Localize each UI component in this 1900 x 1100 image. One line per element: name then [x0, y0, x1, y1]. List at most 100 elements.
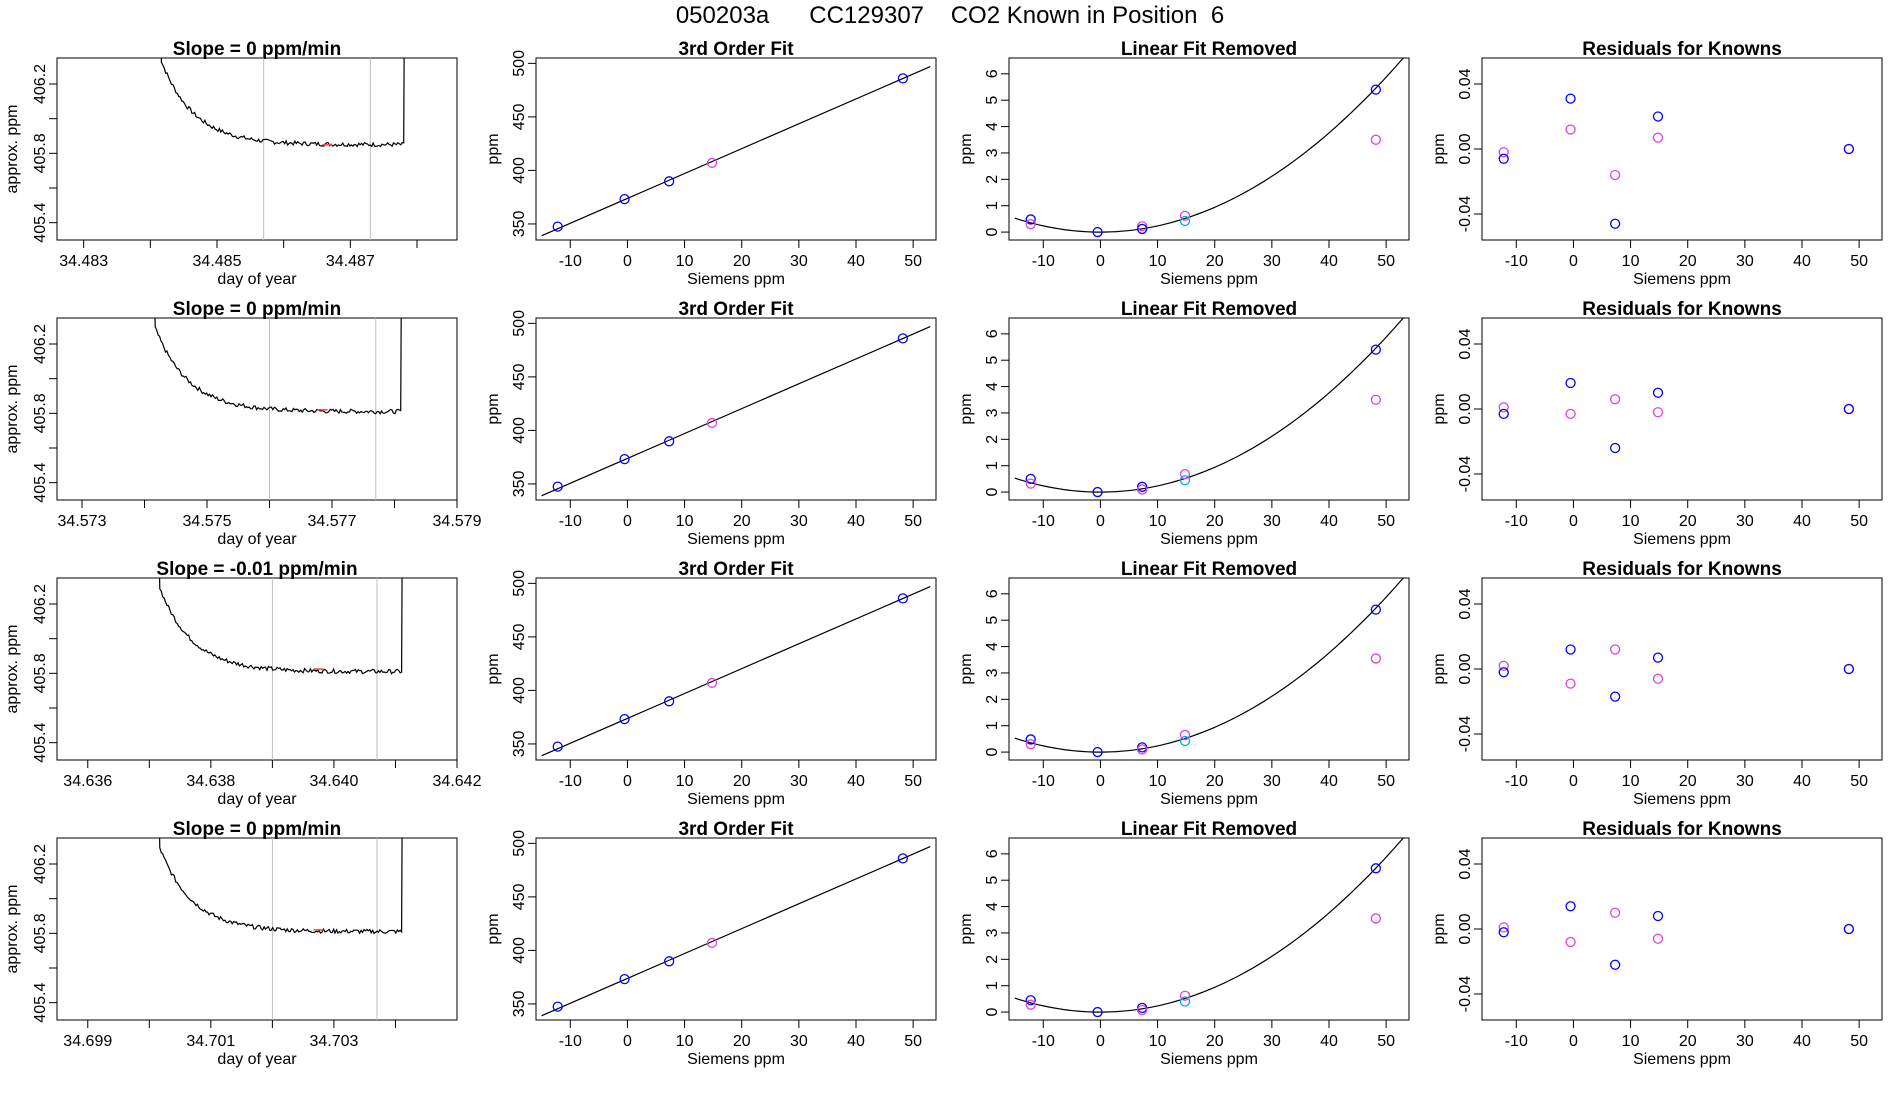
data-point — [1652, 132, 1664, 143]
plot-area — [1498, 901, 1855, 970]
data-point — [1498, 408, 1509, 420]
x-tick-label: 20 — [1679, 773, 1697, 790]
panel-residuals-row-2: Residuals for Knowns -10 0 10 20 30 40 50 -0.04 0… — [1431, 299, 1883, 548]
fit-line — [541, 66, 931, 237]
y-tick-label: 406.2 — [32, 64, 49, 104]
x-tick-label: 10 — [1149, 253, 1167, 270]
data-point — [1565, 678, 1576, 689]
x-axis-label: day of year — [217, 1051, 297, 1068]
x-tick-label: 40 — [847, 773, 865, 790]
y-tick-label: 4 — [984, 382, 1001, 391]
data-point — [1025, 734, 1036, 745]
plot-frame — [1481, 317, 1883, 501]
x-tick-label: 30 — [1263, 1033, 1281, 1050]
y-tick-label: 4 — [984, 642, 1001, 651]
y-tick-label: 500 — [511, 310, 528, 337]
x-tick-label: 34.577 — [308, 513, 357, 530]
x-tick-label: 34.642 — [433, 773, 482, 790]
fit-curve — [1014, 578, 1404, 753]
data-point — [1179, 990, 1191, 1001]
y-tick-label: 350 — [511, 210, 528, 237]
panel-title: Linear Fit Removed — [1121, 299, 1297, 320]
y-tick-label: 0.04 — [1457, 588, 1474, 619]
y-axis-label: ppm — [1431, 133, 1448, 164]
data-point — [663, 176, 675, 187]
data-point — [552, 221, 563, 232]
panel-title: Linear Fit Removed — [1121, 39, 1297, 60]
y-tick-label: 500 — [511, 50, 528, 77]
x-tick-label: 40 — [1793, 253, 1811, 270]
x-tick-label: 0 — [1096, 513, 1105, 530]
data-point — [1179, 215, 1191, 227]
panel-title: 3rd Order Fit — [678, 299, 794, 320]
x-axis-label: Siemens ppm — [687, 271, 785, 288]
y-axis-label: ppm — [485, 393, 502, 424]
y-tick-label: 0 — [984, 488, 1001, 497]
plot-frame — [1481, 577, 1883, 761]
data-point — [1609, 644, 1621, 655]
x-tick-label: 50 — [904, 253, 922, 270]
x-tick-label: 20 — [733, 1033, 751, 1050]
fit-line — [541, 586, 931, 757]
data-point — [1025, 219, 1036, 230]
y-axis-label: ppm — [485, 913, 502, 944]
x-tick-label: 0 — [623, 513, 632, 530]
panel-fit-row-2: 3rd Order Fit -10 0 10 20 30 40 50 350 400 450 500 S… — [485, 299, 937, 548]
plot-area — [1014, 318, 1404, 498]
x-tick-label: -10 — [559, 513, 582, 530]
x-tick-label: 10 — [676, 253, 694, 270]
y-tick-label: 1 — [984, 721, 1001, 730]
data-point — [706, 157, 718, 169]
y-tick-label: -0.04 — [1457, 196, 1474, 233]
x-tick-label: 30 — [1736, 1033, 1754, 1050]
x-tick-label: 10 — [1622, 513, 1640, 530]
y-tick-label: 0.00 — [1457, 913, 1474, 944]
y-tick-label: 405.8 — [32, 133, 49, 173]
x-tick-label: 34.573 — [58, 513, 107, 530]
plot-area — [159, 838, 403, 1020]
x-tick-label: 30 — [1736, 253, 1754, 270]
x-tick-label: 50 — [1850, 253, 1868, 270]
y-axis-label: ppm — [958, 393, 975, 424]
x-axis-label: Siemens ppm — [1160, 531, 1258, 548]
y-tick-label: 0.00 — [1457, 653, 1474, 684]
data-point — [897, 73, 909, 84]
data-point — [1609, 691, 1621, 702]
x-tick-label: 30 — [1263, 253, 1281, 270]
x-tick-label: 30 — [790, 513, 808, 530]
y-tick-label: 405.8 — [32, 393, 49, 433]
data-point — [897, 853, 909, 864]
x-axis-label: Siemens ppm — [687, 1051, 785, 1068]
y-tick-label: 450 — [511, 363, 528, 390]
x-tick-label: 0 — [1096, 773, 1105, 790]
data-point — [1136, 481, 1148, 492]
panel-fit-row-4: 3rd Order Fit -10 0 10 20 30 40 50 350 400 450 500 S… — [485, 819, 937, 1068]
x-tick-label: 20 — [1206, 253, 1224, 270]
panel-title: Linear Fit Removed — [1121, 559, 1297, 580]
panel-trace-row-4: Slope = 0 ppm/min 34.699 34.701 34.703 405.4… — [4, 819, 458, 1068]
x-tick-label: 40 — [1320, 253, 1338, 270]
data-point — [1498, 147, 1509, 158]
data-point — [1370, 604, 1382, 615]
panel-title: Residuals for Knowns — [1582, 299, 1782, 320]
x-tick-label: 20 — [733, 253, 751, 270]
y-tick-label: 405.8 — [32, 653, 49, 693]
y-tick-label: 5 — [984, 616, 1001, 625]
plot-area — [1014, 578, 1404, 758]
plot-frame — [1008, 57, 1410, 241]
data-point — [1370, 84, 1382, 95]
x-tick-label: 40 — [1320, 773, 1338, 790]
data-point — [663, 956, 675, 967]
fit-curve — [1014, 838, 1404, 1013]
plot-area — [1498, 93, 1855, 229]
y-axis-label: ppm — [485, 133, 502, 164]
x-tick-label: 0 — [1569, 253, 1578, 270]
x-tick-label: -10 — [1032, 253, 1055, 270]
x-tick-label: 34.638 — [186, 773, 235, 790]
data-point — [1652, 673, 1664, 684]
x-tick-label: 0 — [623, 253, 632, 270]
x-tick-label: -10 — [559, 773, 582, 790]
y-tick-label: 400 — [511, 677, 528, 704]
data-point — [663, 436, 675, 447]
x-axis-label: Siemens ppm — [687, 791, 785, 808]
